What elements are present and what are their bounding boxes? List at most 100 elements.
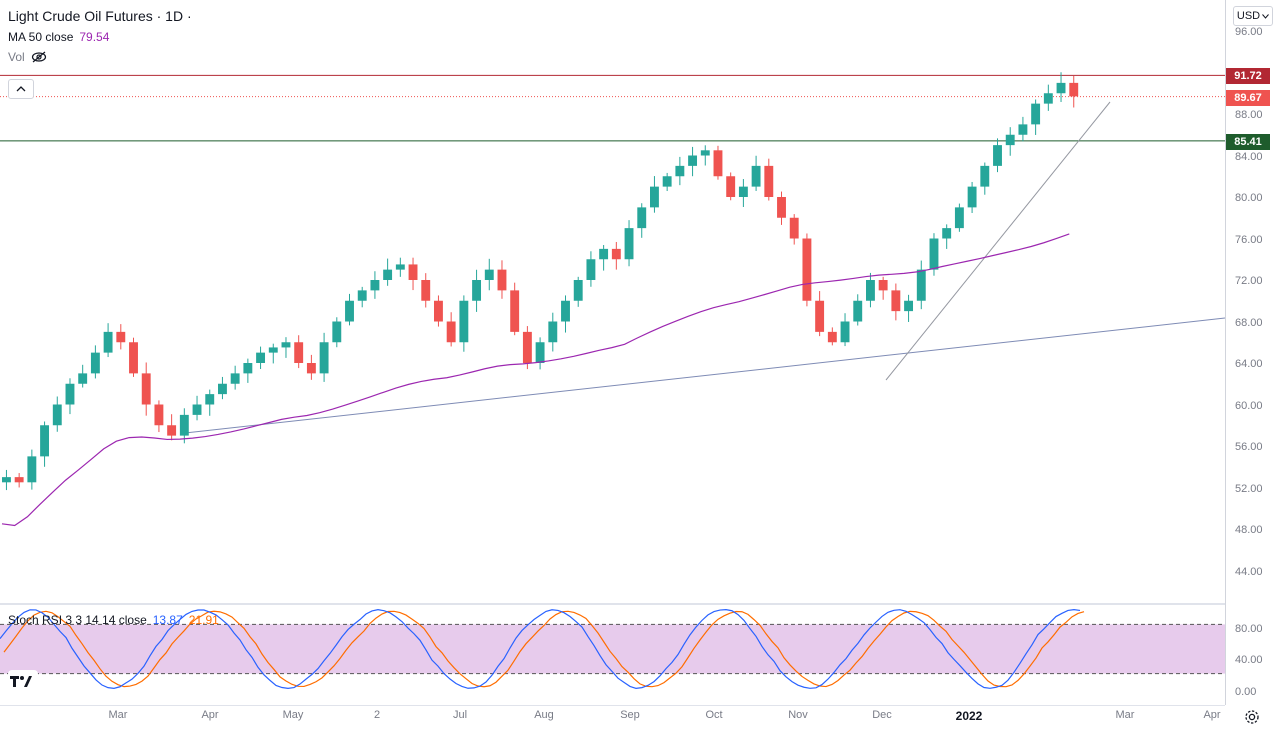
stoch-d-line xyxy=(3,610,1085,688)
ma-value: 79.54 xyxy=(79,30,110,44)
candle-body xyxy=(967,186,977,208)
price-chart-pane[interactable] xyxy=(0,0,1226,603)
ma-label: MA 50 close xyxy=(8,30,74,44)
pane-separator[interactable] xyxy=(0,603,1225,605)
time-label: Sep xyxy=(620,709,640,721)
eye-off-icon[interactable] xyxy=(31,51,47,63)
stoch-k-value: 13.87 xyxy=(152,613,183,627)
chevron-down-icon xyxy=(1262,10,1269,22)
resistance-price-badge: 91.72 xyxy=(1226,68,1270,84)
candle-body xyxy=(904,300,914,312)
time-label: 2 xyxy=(373,709,381,721)
candle-body xyxy=(256,352,266,363)
candle-body xyxy=(573,280,583,301)
stoch-d-value: 21.91 xyxy=(188,613,219,627)
candle-body xyxy=(116,331,126,343)
time-label: Jul xyxy=(452,709,468,721)
candle-body xyxy=(929,238,939,270)
collapse-legend-button[interactable] xyxy=(8,79,34,99)
candle-body xyxy=(192,404,202,415)
candle-body xyxy=(1005,134,1015,146)
candle-body xyxy=(357,290,367,301)
symbol-title[interactable]: Light Crude Oil Futures · 1D · xyxy=(8,8,192,24)
candle-body xyxy=(497,269,507,291)
candle-body xyxy=(1069,82,1079,97)
candle-body xyxy=(916,269,926,301)
candle-body xyxy=(611,248,621,260)
time-label: Nov xyxy=(788,709,808,721)
candle-body xyxy=(802,238,812,301)
candle-body xyxy=(383,269,393,280)
candle-body xyxy=(14,477,24,483)
time-label: Oct xyxy=(705,709,723,721)
candle-body xyxy=(167,425,177,436)
candle-body xyxy=(306,363,316,374)
price-tick: 48.00 xyxy=(1235,524,1263,536)
candle-body xyxy=(1031,103,1041,125)
price-scale[interactable] xyxy=(1225,0,1280,705)
candle-body xyxy=(40,425,50,457)
stoch-k-line xyxy=(0,609,1081,689)
candle-body xyxy=(777,197,786,218)
candle-body xyxy=(827,331,837,343)
price-tick: 64.00 xyxy=(1235,358,1263,370)
stoch-band xyxy=(0,624,1225,674)
candle-body xyxy=(548,321,558,343)
long-trend-line xyxy=(184,317,1226,434)
candle-body xyxy=(65,383,75,405)
candle-body xyxy=(1018,124,1028,135)
time-label: Mar xyxy=(108,709,128,721)
candle-body xyxy=(764,165,774,197)
time-axis[interactable] xyxy=(0,705,1225,729)
candle-body xyxy=(268,347,278,353)
candle-body xyxy=(840,321,850,343)
vol-legend[interactable]: Vol xyxy=(8,50,192,64)
candle-body xyxy=(789,217,799,239)
time-label: Aug xyxy=(534,709,554,721)
last-price-badge: 89.67 xyxy=(1226,90,1270,106)
candle-body xyxy=(980,165,990,187)
vol-label: Vol xyxy=(8,50,25,64)
currency-label: USD xyxy=(1236,10,1261,22)
candle-body xyxy=(561,300,570,322)
candle-body xyxy=(688,155,698,166)
gear-icon[interactable] xyxy=(1243,708,1261,726)
candle-body xyxy=(218,383,227,395)
price-tick: 72.00 xyxy=(1235,275,1263,287)
candle-body xyxy=(599,248,609,260)
price-tick: 80.00 xyxy=(1235,192,1263,204)
tradingview-logo[interactable] xyxy=(8,670,38,692)
ma-legend[interactable]: MA 50 close 79.54 xyxy=(8,30,192,44)
candle-body xyxy=(738,186,748,197)
candle-body xyxy=(700,150,710,156)
candle-body xyxy=(27,456,37,483)
price-tick: 84.00 xyxy=(1235,151,1263,163)
time-label: Apr xyxy=(201,709,219,721)
candle-body xyxy=(586,259,596,280)
candle-body xyxy=(459,300,469,343)
candle-body xyxy=(815,300,825,332)
candle-body xyxy=(954,207,964,229)
stoch-tick: 0.00 xyxy=(1235,686,1257,698)
price-tick: 60.00 xyxy=(1235,400,1263,412)
candle-body xyxy=(637,207,647,229)
stoch-legend[interactable]: Stoch RSI 3 3 14 14 close 13.87 21.91 xyxy=(8,613,219,627)
candle-body xyxy=(103,331,113,353)
chart-legend: Light Crude Oil Futures · 1D · MA 50 clo… xyxy=(8,8,192,64)
candle-body xyxy=(90,352,100,374)
candle-body xyxy=(52,404,62,426)
candle-body xyxy=(408,264,418,280)
price-tick: 76.00 xyxy=(1235,234,1263,246)
candle-body xyxy=(866,280,875,301)
candle-body xyxy=(141,373,151,405)
currency-select[interactable]: USD xyxy=(1233,6,1273,26)
time-label: Mar xyxy=(1115,709,1135,721)
short-trend-line xyxy=(885,101,1111,381)
stoch-rsi-pane[interactable] xyxy=(0,605,1225,705)
time-label: Apr xyxy=(1203,709,1221,721)
candle-body xyxy=(281,342,291,348)
candle-body xyxy=(510,290,520,332)
stoch-tick: 40.00 xyxy=(1235,654,1263,666)
price-chart-svg[interactable] xyxy=(0,0,1226,603)
candle-body xyxy=(713,150,723,177)
